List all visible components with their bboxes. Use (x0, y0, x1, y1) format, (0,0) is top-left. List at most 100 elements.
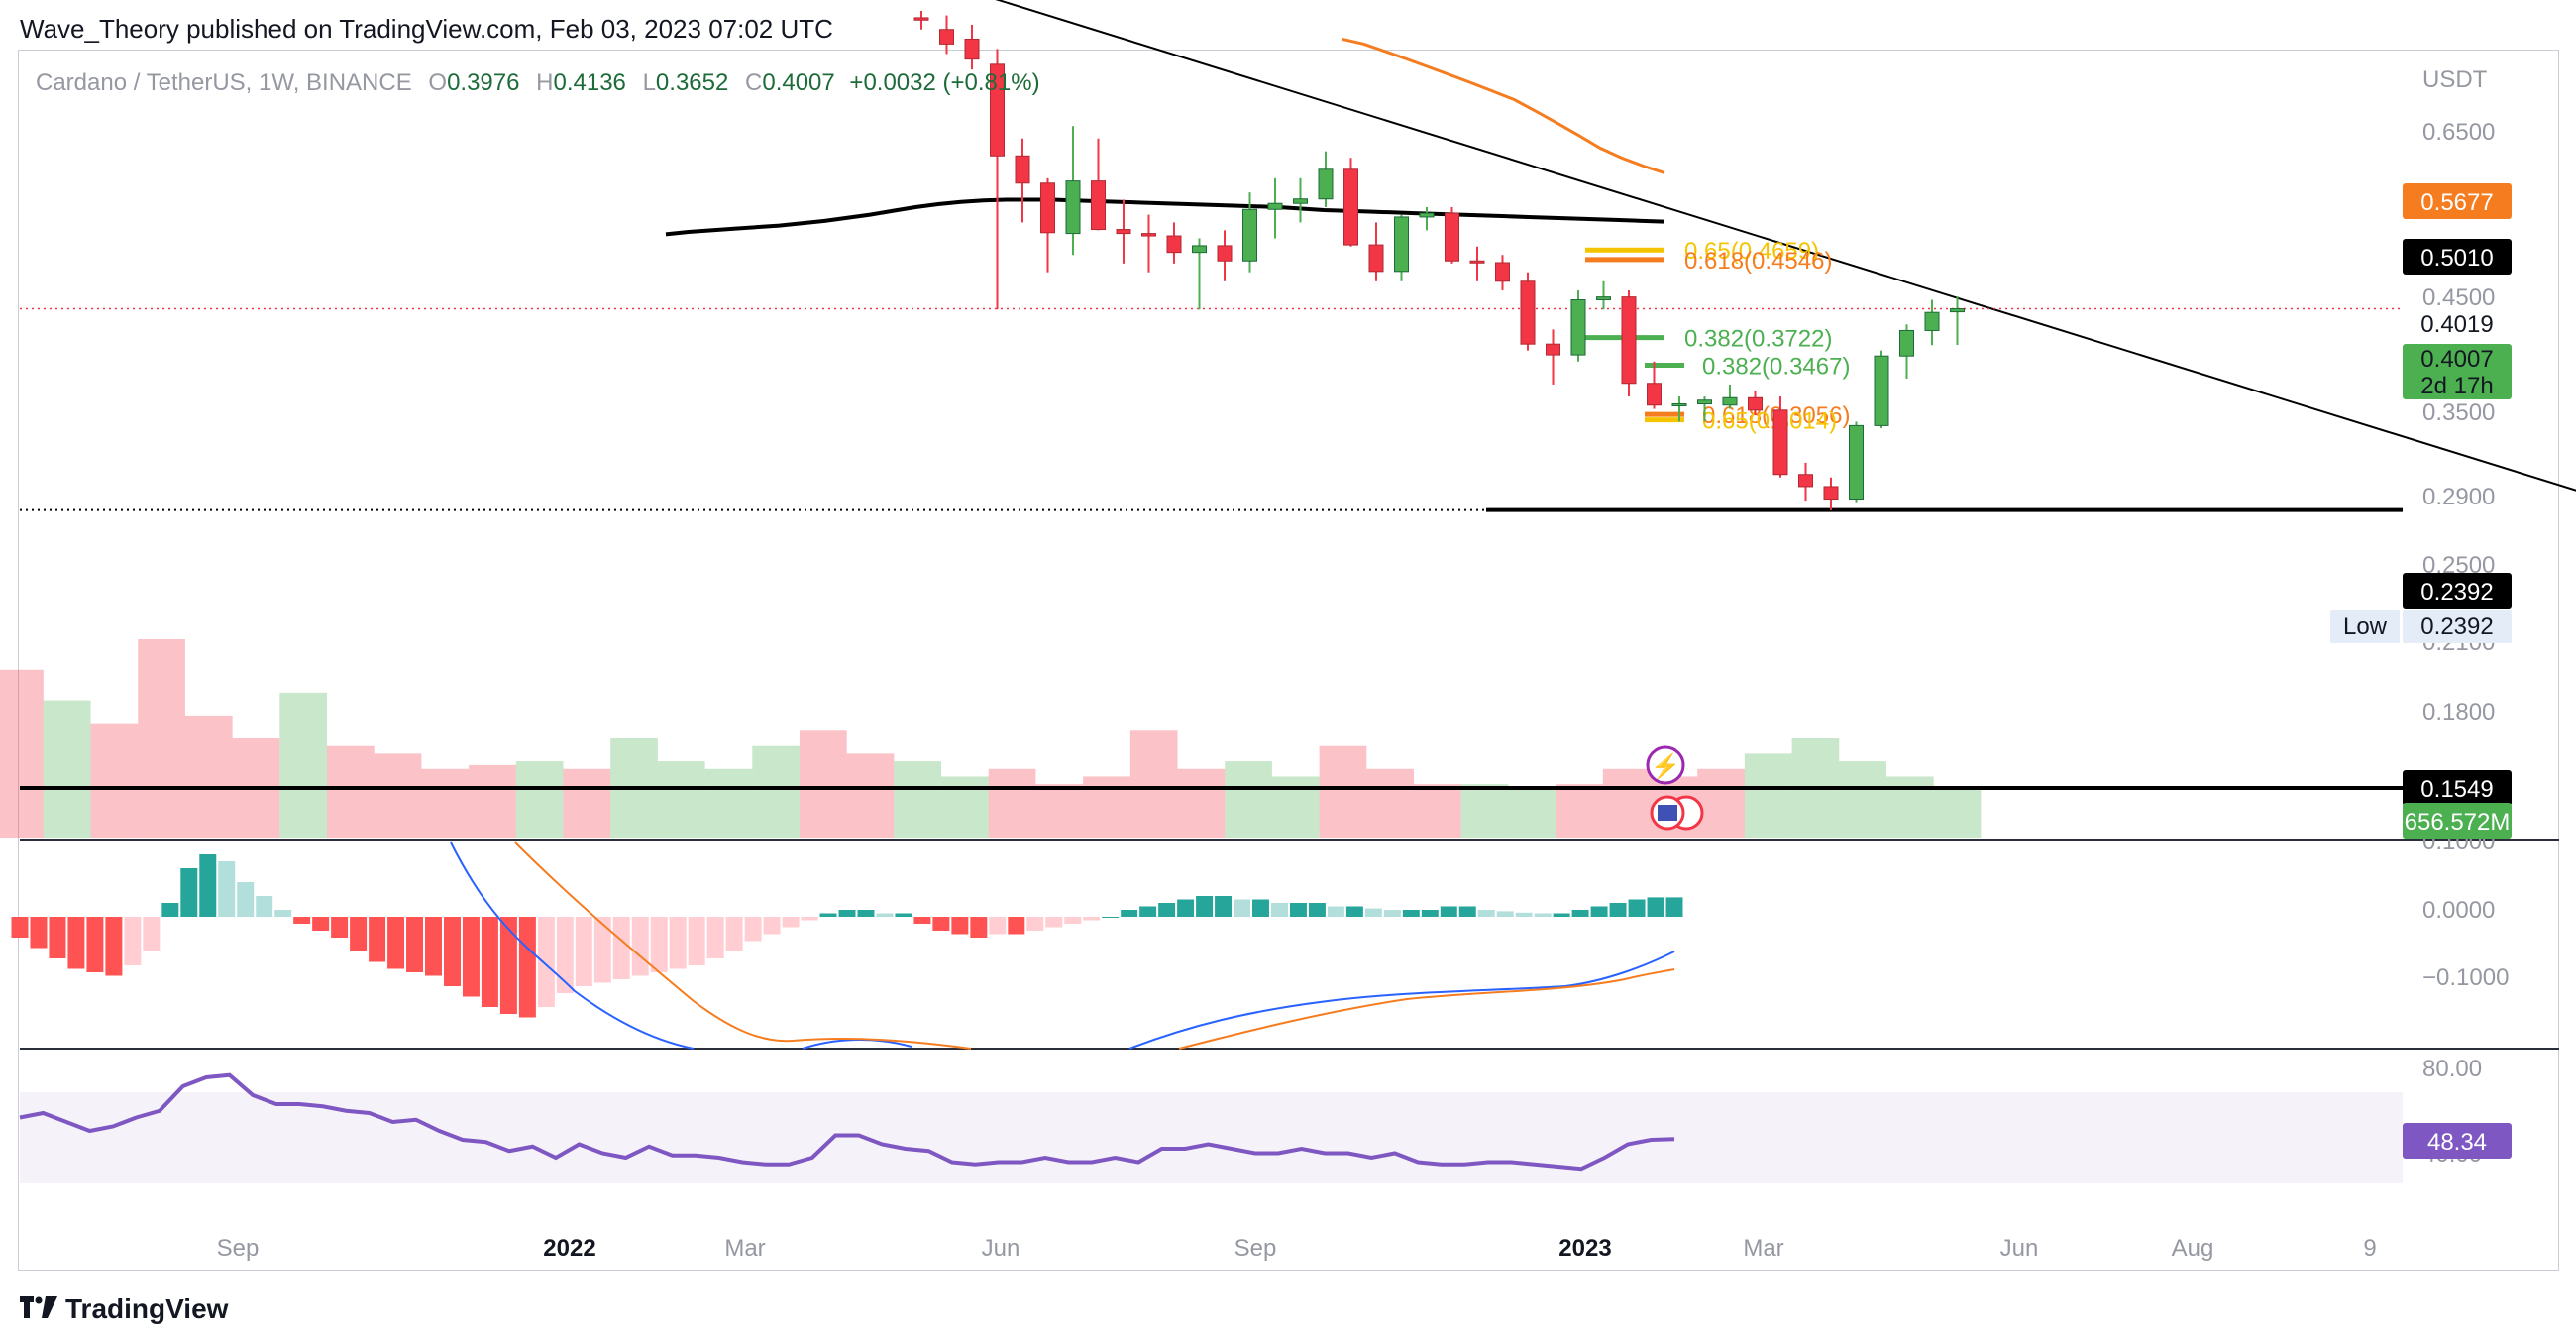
macd-histogram-bar (1102, 917, 1120, 918)
volume-bar (138, 639, 185, 838)
price-tick-label: 0.6500 (2422, 119, 2495, 146)
macd-histogram-bar (293, 917, 311, 924)
macd-histogram-bar (1458, 906, 1476, 917)
time-axis-label: Sep (217, 1235, 260, 1262)
volume-bar (515, 761, 564, 838)
candle-body (1091, 180, 1106, 231)
macd-histogram-bar (725, 917, 743, 951)
volume-bar (1271, 776, 1320, 838)
macd-histogram-bar (1234, 899, 1251, 917)
macd-histogram-bar (1289, 903, 1307, 917)
candle-body (1116, 229, 1131, 235)
volume-bar (1508, 788, 1556, 838)
ma-black-tag: 0.5010 (2420, 245, 2493, 272)
macd-histogram-bar (406, 917, 424, 972)
low-key: L (642, 69, 656, 96)
volume-bar (184, 715, 233, 838)
close-value: 0.4007 (762, 69, 835, 96)
candle-body (913, 17, 929, 21)
candle-body (1192, 245, 1207, 254)
macd-pane (11, 841, 1683, 1050)
macd-histogram-bar (67, 917, 85, 969)
macd-histogram-bar (556, 917, 574, 993)
candle-body (1469, 260, 1485, 264)
macd-histogram-bar (1628, 899, 1646, 917)
volume-bar (1556, 784, 1603, 838)
price-tick-label: 0.2900 (2422, 484, 2495, 510)
macd-histogram-bar (575, 917, 592, 986)
macd-histogram-bar (331, 917, 349, 938)
macd-histogram-bar (1383, 910, 1401, 917)
change-value: +0.0032 (+0.81%) (849, 69, 1040, 96)
ma-orange-tag-bg (2403, 183, 2512, 219)
macd-histogram-bar (1083, 917, 1101, 921)
macd-histogram-bar (951, 917, 969, 935)
macd-histogram-bar (1440, 906, 1457, 917)
macd-histogram-bar (1590, 906, 1608, 917)
macd-histogram-bar (387, 917, 405, 969)
candle-body (1671, 402, 1687, 406)
tradingview-logo-icon (20, 1293, 57, 1325)
candle-body (1899, 329, 1914, 357)
candle-body (1849, 424, 1864, 501)
time-axis-label: Jun (982, 1235, 1020, 1262)
macd-histogram-bar (218, 861, 236, 917)
candle-body (1445, 212, 1459, 262)
rsi-tag-bg (2403, 1123, 2512, 1159)
macd-histogram-bar (1026, 917, 1044, 931)
publisher-line: Wave_Theory published on TradingView.com… (20, 14, 833, 44)
time-axis-label: Aug (2172, 1235, 2214, 1262)
macd-histogram-bar (350, 917, 368, 951)
us-flag-stripe (1658, 805, 1677, 821)
macd-histogram-bar (274, 910, 292, 917)
macd-histogram-bar (763, 917, 781, 935)
candle-body (1798, 474, 1813, 488)
macd-histogram-bar (706, 917, 724, 958)
macd-histogram-bar (1177, 899, 1195, 917)
volume-bar (1035, 784, 1084, 838)
macd-tick-label: 0.0000 (2422, 897, 2495, 924)
event-icons: ⚡ (1646, 745, 1704, 831)
close-key: C (745, 69, 763, 96)
time-axis-label: 2023 (1558, 1235, 1611, 1262)
volume-bar (894, 761, 942, 838)
macd-histogram-bar (86, 917, 104, 972)
volume-bar (469, 764, 516, 838)
tradingview-logo[interactable]: TradingView (20, 1293, 228, 1325)
macd-histogram-bar (499, 917, 517, 1014)
candle-body (1293, 198, 1308, 204)
macd-histogram-bar (744, 917, 762, 942)
macd-histogram-bar (1571, 910, 1589, 917)
candle-body (1874, 355, 1889, 426)
currency-label: USDT (2422, 66, 2488, 93)
macd-histogram-bar (1553, 913, 1570, 917)
fib-level-label: 0.382(0.3722) (1684, 326, 1832, 353)
macd-histogram-bar (913, 917, 931, 924)
candle-body (1343, 168, 1358, 246)
trend-lines (20, 0, 2576, 790)
macd-histogram-bar (124, 917, 142, 965)
rsi-band (20, 1092, 2403, 1183)
macd-tick-label: −0.1000 (2422, 964, 2509, 991)
macd-histogram-bar (1477, 910, 1495, 917)
macd-histogram-bar (256, 896, 273, 917)
volume-bar (279, 692, 328, 838)
time-axis-label: Jun (2000, 1235, 2039, 1262)
support-tag: 0.2392 (2420, 579, 2493, 606)
current-price-tag: 0.4007 (2420, 346, 2493, 373)
volume-bar (1225, 761, 1272, 838)
time-axis-label: 2022 (543, 1235, 595, 1262)
volume-bar (1460, 784, 1509, 838)
volume-tag: 656.572M (2405, 809, 2511, 836)
volume-bar (1839, 761, 1886, 838)
macd-histogram-bar (462, 917, 480, 997)
volume-bar (988, 768, 1036, 838)
candle-body (1823, 486, 1839, 501)
macd-histogram-bar (1252, 899, 1269, 917)
countdown-label: 2d 17h (2420, 373, 2493, 399)
descending-trendline (995, 0, 2576, 492)
price-tick-label: 0.1800 (2422, 699, 2495, 726)
volume-bar (1177, 768, 1226, 838)
